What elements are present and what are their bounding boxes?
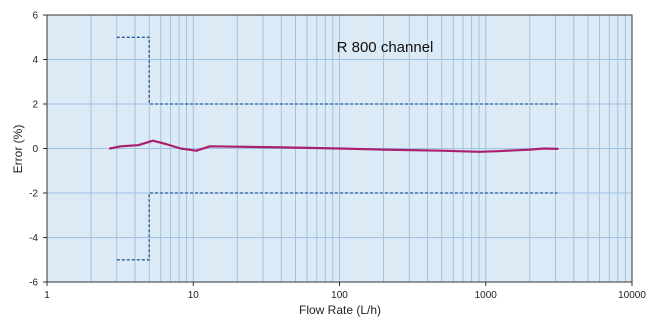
y-tick-label: -2 (29, 189, 38, 200)
tick-labels: 1 10 100 1000 10000 -6 -4 -2 0 2 4 6 (29, 11, 646, 302)
x-axis-label: Flow Rate (L/h) (299, 303, 381, 317)
y-tick-label: 2 (32, 100, 38, 111)
data-point (440, 149, 443, 152)
limit-line (116, 192, 558, 261)
data-point (543, 147, 545, 150)
data-point (236, 145, 239, 148)
data-point (280, 146, 283, 149)
tolerance-limits (116, 36, 558, 261)
data-point (179, 147, 182, 150)
series-layer (108, 139, 559, 153)
data-point (209, 145, 211, 148)
y-axis-label: Error (%) (11, 125, 25, 174)
data-point (164, 143, 167, 145)
x-tick-label: 1 (44, 290, 50, 301)
data-point (528, 148, 531, 151)
y-tick-label: -4 (29, 233, 38, 244)
data-point (137, 144, 140, 147)
x-tick-label: 10000 (618, 290, 646, 301)
data-point (514, 149, 517, 152)
data-point (195, 149, 198, 152)
data-point (382, 148, 385, 151)
x-tick-label: 1000 (475, 290, 498, 301)
data-point (109, 147, 111, 150)
y-tick-label: 0 (32, 144, 38, 155)
limit-line (116, 36, 558, 105)
data-point (152, 139, 154, 142)
data-point (338, 147, 341, 150)
y-tick-label: -6 (29, 278, 38, 289)
chart-annotation: R 800 channel (337, 39, 434, 56)
y-tick-label: 6 (32, 11, 38, 22)
data-point (478, 150, 480, 153)
data-point (119, 145, 122, 148)
y-tick-label: 4 (32, 55, 38, 66)
x-tick-label: 100 (331, 290, 348, 301)
x-tick-label: 10 (188, 290, 200, 301)
data-point (496, 150, 499, 153)
data-point (556, 148, 559, 150)
